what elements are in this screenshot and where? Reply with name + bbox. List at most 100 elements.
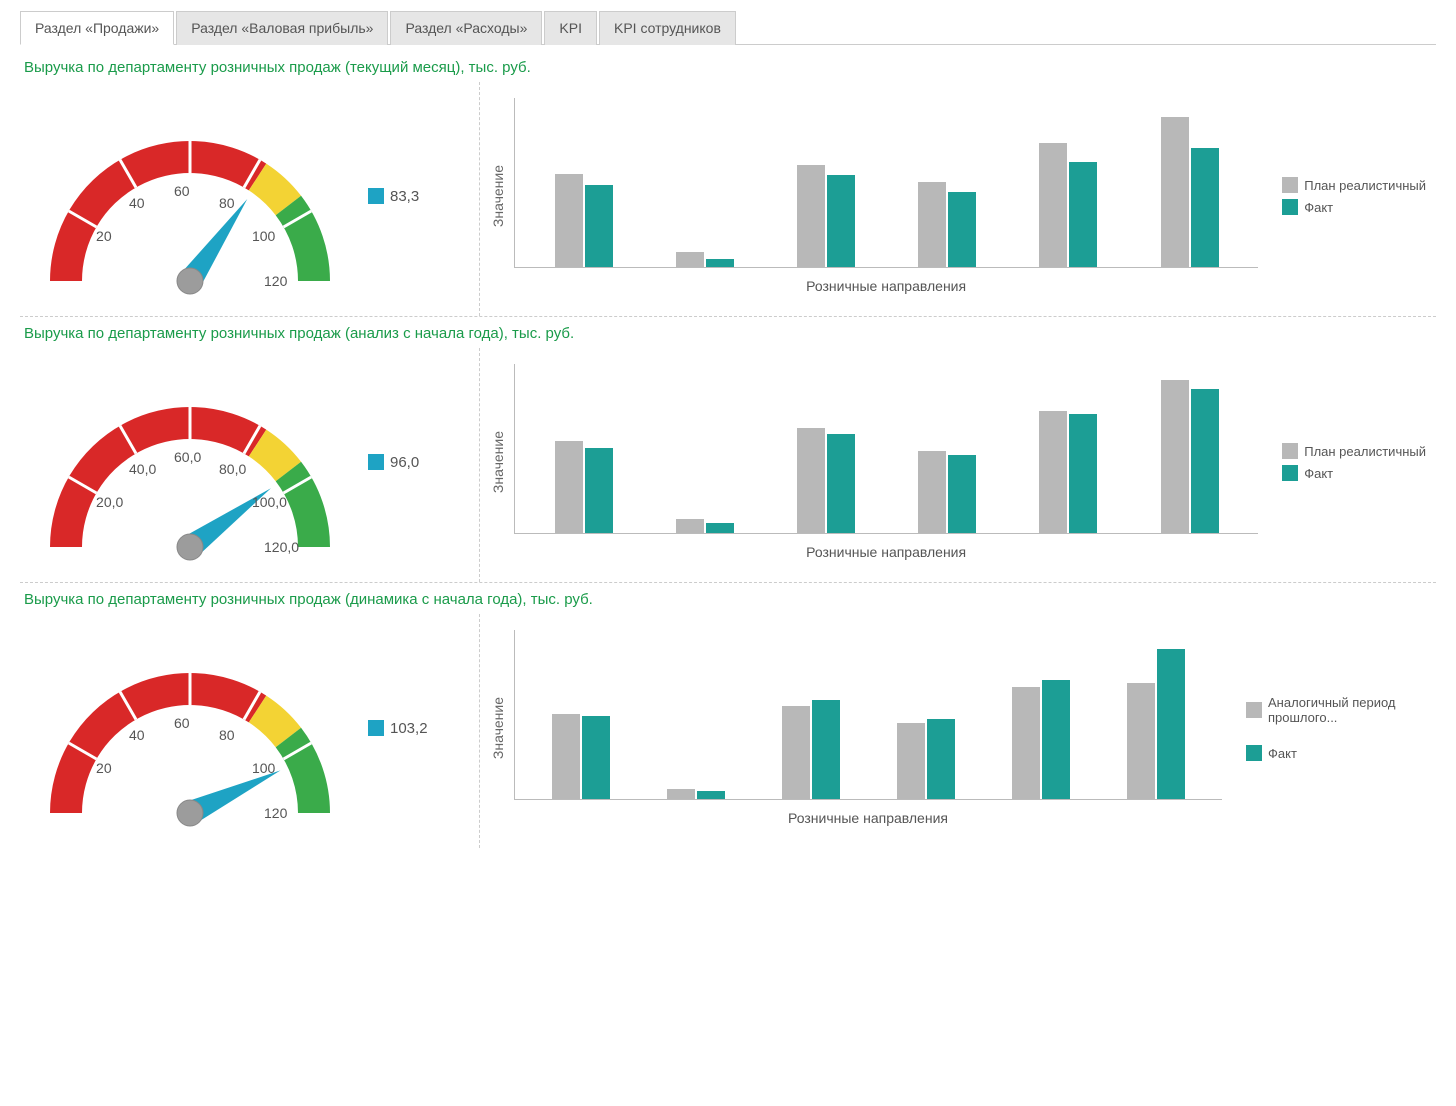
legend-swatch-0-0 (1282, 177, 1298, 193)
gauge-tick-2-3: 80 (219, 727, 235, 743)
gauge-tick-1-1: 40,0 (129, 461, 156, 477)
bar-plan-0-0 (555, 174, 583, 268)
tab-4[interactable]: KPI сотрудников (599, 11, 736, 45)
legend-item-1-0: План реалистичный (1282, 443, 1426, 459)
bar-group-2-0 (552, 714, 610, 799)
gauge-tick-2-5: 120 (264, 805, 287, 821)
gauge-cell-2: 20 40 60 80 100 120 103,2 (20, 614, 480, 848)
legend-label-1-0: План реалистичный (1304, 444, 1426, 459)
bars-area-1 (514, 364, 1258, 534)
bar-group-0-4 (1039, 143, 1097, 267)
section-row-0: 2040608010012083,3ЗначениеРозничные напр… (20, 82, 1436, 317)
bar-cell-0: Значение Розничные направления План реалис… (480, 82, 1436, 316)
bar-inner-2: Розничные направления (514, 630, 1222, 826)
bar-xlabel-1: Розничные направления (514, 544, 1258, 560)
legend-item-0-0: План реалистичный (1282, 177, 1426, 193)
gauge-tick-1-0: 20,0 (96, 494, 123, 510)
bar-plan-0-3 (918, 182, 946, 267)
bar-fact-2-5 (1157, 649, 1185, 799)
bar-plan-2-4 (1012, 687, 1040, 799)
bars-area-0 (514, 98, 1258, 268)
bar-group-2-3 (897, 719, 955, 799)
bar-plan-1-4 (1039, 411, 1067, 533)
bar-group-2-1 (667, 789, 725, 799)
bar-cell-2: Значение Розничные направления Аналогичный… (480, 614, 1436, 848)
gauge-tick-2-0: 20 (96, 760, 112, 776)
gauge-tick-0-4: 100 (252, 228, 275, 244)
legend-label-0-1: Факт (1304, 200, 1333, 215)
bar-plan-2-5 (1127, 683, 1155, 799)
legend-label-1-1: Факт (1304, 466, 1333, 481)
bar-fact-1-0 (585, 448, 613, 533)
bar-fact-2-3 (927, 719, 955, 799)
bar-fact-0-5 (1191, 148, 1219, 267)
legend-swatch-0-1 (1282, 199, 1298, 215)
bar-fact-0-3 (948, 192, 976, 267)
bar-ylabel-2: Значение (490, 697, 506, 759)
bar-group-0-5 (1161, 117, 1219, 267)
bar-ylabel-1: Значение (490, 431, 506, 493)
gauge-cell-1: 20,040,060,080,0100,0120,096,0 (20, 348, 480, 582)
tab-1[interactable]: Раздел «Валовая прибыль» (176, 11, 388, 45)
legend-label-0-0: План реалистичный (1304, 178, 1426, 193)
gauge-tick-1-4: 100,0 (252, 494, 287, 510)
legend-item-1-1: Факт (1282, 465, 1426, 481)
bar-xlabel-2: Розничные направления (514, 810, 1222, 826)
gauge-tick-1-2: 60,0 (174, 449, 201, 465)
bar-chart-2: Значение Розничные направления Аналогичный… (490, 630, 1426, 826)
section-title-1: Выручка по департаменту розничных продаж… (20, 317, 1436, 348)
gauge-2: 20 40 60 80 100 120 (30, 628, 350, 828)
bar-chart-0: Значение Розничные направления План реалис… (490, 98, 1426, 294)
bar-group-1-3 (918, 451, 976, 533)
bar-plan-2-3 (897, 723, 925, 800)
gauge-swatch-0 (368, 188, 384, 204)
bar-group-0-0 (555, 174, 613, 268)
section-title-2: Выручка по департаменту розничных продаж… (20, 583, 1436, 614)
bar-group-0-3 (918, 182, 976, 267)
gauge-tick-0-3: 80 (219, 195, 235, 211)
gauge-swatch-2 (368, 720, 384, 736)
gauge-tick-1-5: 120,0 (264, 539, 299, 555)
tab-2[interactable]: Раздел «Расходы» (390, 11, 542, 45)
legend-1: План реалистичный Факт (1282, 437, 1426, 487)
gauge-value-label-2: 103,2 (390, 720, 428, 737)
bar-fact-0-1 (706, 259, 734, 268)
section-row-2: 20 40 60 80 100 120 103,2 Значение Розничные нап… (20, 614, 1436, 848)
bar-group-1-0 (555, 441, 613, 533)
bar-cell-1: Значение Розничные направления План реалис… (480, 348, 1436, 582)
bar-plan-0-4 (1039, 143, 1067, 267)
gauge-tick-1-3: 80,0 (219, 461, 246, 477)
gauge-tick-2-4: 100 (252, 760, 275, 776)
bar-fact-1-5 (1191, 389, 1219, 534)
gauge-tick-0-1: 40 (129, 195, 145, 211)
section-row-1: 20,040,060,080,0100,0120,096,0ЗначениеРо… (20, 348, 1436, 583)
tab-0[interactable]: Раздел «Продажи» (20, 11, 174, 45)
bar-plan-1-1 (676, 519, 704, 533)
bar-ylabel-0: Значение (490, 165, 506, 227)
bar-plan-2-2 (782, 706, 810, 800)
bar-group-2-4 (1012, 680, 1070, 799)
bar-group-0-2 (797, 165, 855, 267)
legend-item-2-0: Аналогичный период прошлого... (1246, 695, 1426, 725)
gauge-value-2: 103,2 (368, 720, 428, 737)
bar-fact-0-4 (1069, 162, 1097, 267)
bar-fact-2-1 (697, 791, 725, 800)
legend-swatch-1-0 (1282, 443, 1298, 459)
legend-item-2-1: Факт (1246, 745, 1426, 761)
gauge-tick-0-2: 60 (174, 183, 190, 199)
bar-fact-2-2 (812, 700, 840, 799)
bar-group-2-2 (782, 700, 840, 799)
bar-fact-1-4 (1069, 414, 1097, 533)
gauge-value-label-0: 83,3 (390, 188, 419, 205)
bar-chart-1: Значение Розничные направления План реалис… (490, 364, 1426, 560)
gauge-tick-2-2: 60 (174, 715, 190, 731)
bar-group-2-5 (1127, 649, 1185, 799)
tab-3[interactable]: KPI (544, 11, 597, 45)
bar-plan-2-0 (552, 714, 580, 799)
bar-inner-0: Розничные направления (514, 98, 1258, 294)
gauge-tick-2-1: 40 (129, 727, 145, 743)
legend-2: Аналогичный период прошлого... Факт (1246, 689, 1426, 767)
gauge-swatch-1 (368, 454, 384, 470)
legend-item-0-1: Факт (1282, 199, 1426, 215)
legend-swatch-2-1 (1246, 745, 1262, 761)
